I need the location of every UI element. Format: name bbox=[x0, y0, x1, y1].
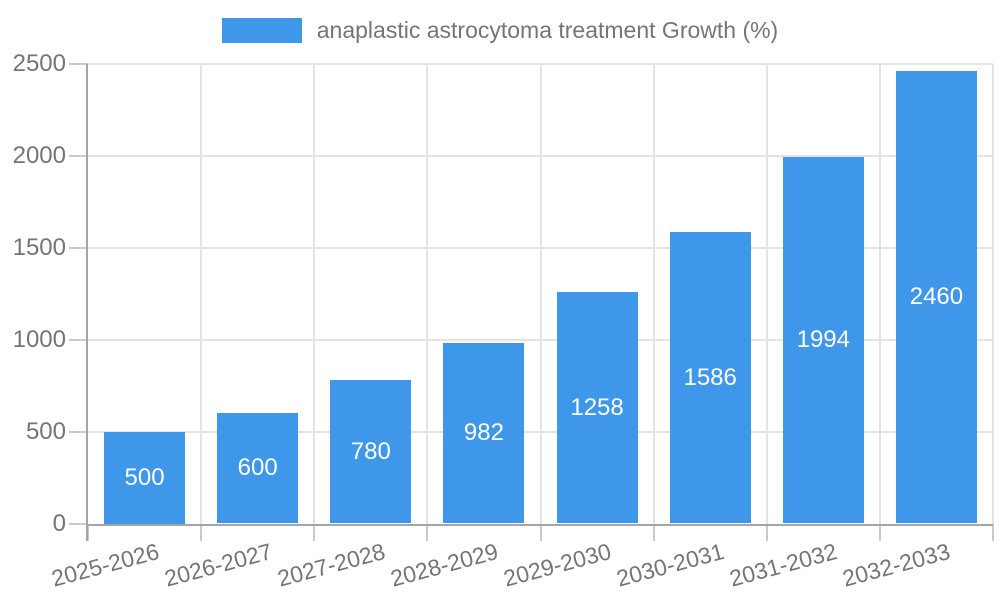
legend-label: anaplastic astrocytoma treatment Growth … bbox=[316, 17, 779, 43]
y-axis-tick bbox=[69, 430, 88, 433]
gridline-vertical bbox=[200, 63, 203, 524]
x-axis-tick bbox=[426, 523, 429, 541]
x-axis-tick bbox=[992, 523, 994, 541]
y-axis-tick bbox=[69, 338, 88, 341]
y-tick-label: 2000 bbox=[12, 141, 66, 169]
bar[interactable]: 1258 bbox=[556, 292, 638, 524]
bar-value-label: 1258 bbox=[570, 393, 624, 421]
x-tick-label: 2027-2028 bbox=[274, 537, 388, 592]
x-axis-tick bbox=[313, 523, 316, 541]
x-axis-tick bbox=[765, 523, 768, 541]
y-tick-label: 2500 bbox=[12, 49, 66, 77]
y-axis-tick bbox=[69, 62, 88, 65]
bar[interactable]: 600 bbox=[217, 413, 299, 524]
y-axis-line bbox=[86, 63, 88, 541]
x-axis-tick bbox=[200, 523, 203, 541]
x-tick-label: 2029-2030 bbox=[500, 537, 614, 592]
bar-value-label: 2460 bbox=[909, 283, 964, 311]
gridline-vertical bbox=[426, 63, 429, 524]
y-tick-label: 0 bbox=[52, 509, 66, 537]
y-tick-label: 1000 bbox=[12, 325, 66, 353]
gridline-vertical bbox=[765, 63, 768, 524]
x-axis-tick bbox=[652, 523, 655, 541]
x-axis-line bbox=[86, 523, 993, 526]
y-axis-tick bbox=[69, 246, 88, 249]
x-axis-tick bbox=[87, 523, 89, 541]
y-axis-tick bbox=[69, 522, 88, 525]
bar[interactable]: 1994 bbox=[782, 156, 864, 524]
bar-value-label: 500 bbox=[124, 463, 165, 491]
gridline-vertical bbox=[878, 63, 881, 524]
bar-value-label: 1586 bbox=[683, 363, 737, 391]
bar-value-label: 780 bbox=[350, 437, 391, 465]
legend[interactable]: anaplastic astrocytoma treatment Growth … bbox=[0, 17, 1000, 44]
bar-value-label: 982 bbox=[463, 419, 504, 447]
y-axis-tick bbox=[69, 154, 88, 157]
x-tick-label: 2025-2026 bbox=[48, 537, 162, 592]
x-tick-label: 2031-2032 bbox=[727, 537, 841, 592]
bar[interactable]: 780 bbox=[330, 379, 412, 524]
bar[interactable]: 2460 bbox=[895, 70, 977, 524]
bar-value-label: 600 bbox=[237, 454, 278, 482]
x-tick-label: 2028-2029 bbox=[387, 537, 501, 592]
bar-value-label: 1994 bbox=[796, 326, 850, 354]
y-tick-label: 500 bbox=[25, 417, 66, 445]
gridline-vertical bbox=[313, 63, 316, 524]
gridline-vertical bbox=[992, 63, 994, 524]
bar[interactable]: 1586 bbox=[669, 231, 751, 524]
y-tick-label: 1500 bbox=[12, 233, 66, 261]
x-axis-tick bbox=[539, 523, 542, 541]
x-axis-tick bbox=[878, 523, 881, 541]
bar[interactable]: 500 bbox=[104, 431, 186, 524]
bar[interactable]: 982 bbox=[443, 342, 525, 524]
x-tick-label: 2026-2027 bbox=[161, 537, 275, 592]
x-tick-label: 2032-2033 bbox=[840, 537, 954, 592]
gridline-vertical bbox=[539, 63, 542, 524]
gridline-vertical bbox=[652, 63, 655, 524]
legend-swatch bbox=[221, 18, 302, 43]
x-tick-label: 2030-2031 bbox=[613, 537, 727, 592]
